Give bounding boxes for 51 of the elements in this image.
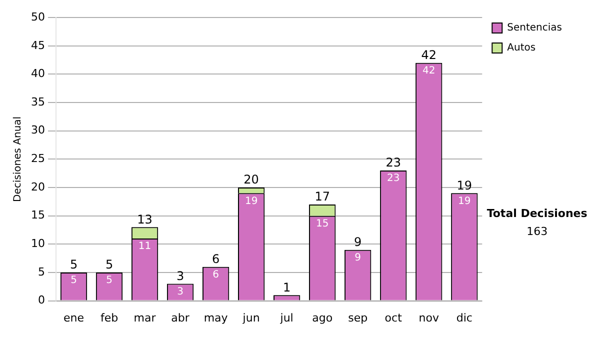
data-label: 19: [458, 196, 471, 207]
x-tick-label: feb: [100, 311, 118, 324]
x-tick-label: abr: [171, 311, 190, 324]
x-tick-label: nov: [418, 311, 440, 324]
data-label: 42: [422, 66, 436, 77]
x-tick-label: oct: [384, 311, 403, 324]
total-label: 20: [244, 172, 259, 187]
x-tick-label: ago: [312, 311, 333, 324]
data-label: 5: [106, 275, 112, 286]
legend-label: Autos: [507, 42, 536, 54]
data-label: 11: [138, 241, 152, 252]
x-tick-label: ene: [63, 311, 84, 324]
y-tick-label: 0: [38, 294, 45, 307]
data-label: 15: [316, 218, 329, 230]
y-tick-label: 5: [38, 265, 45, 278]
total-label: 9: [354, 234, 362, 249]
y-tick-label: 20: [30, 180, 45, 194]
data-label: 3: [177, 286, 184, 298]
x-tick-label: dic: [456, 311, 472, 324]
total-label: 3: [176, 268, 184, 283]
legend-label: Sentencias: [507, 22, 562, 34]
total-label: 13: [137, 212, 152, 226]
data-label: 9: [354, 252, 362, 264]
data-label: 5: [70, 275, 77, 286]
total-label: 5: [105, 258, 114, 272]
x-tick-label: jul: [279, 311, 294, 324]
data-label: 23: [386, 173, 400, 184]
data-label: 19: [244, 196, 258, 207]
text: Total Decisiones: [486, 207, 588, 220]
x-tick-label: mar: [134, 311, 156, 324]
total-label: 42: [421, 48, 437, 62]
y-tick-label: 45: [30, 38, 45, 52]
total-label: 1: [283, 280, 291, 294]
y-axis-title: Decisiones Anual: [12, 116, 24, 202]
x-tick-label: jun: [242, 311, 260, 324]
total-label: 5: [70, 258, 78, 272]
y-tick-label: 10: [30, 237, 45, 250]
total-label: 23: [386, 156, 401, 170]
y-tick-label: 25: [30, 152, 45, 166]
y-tick-label: 15: [30, 208, 45, 222]
total-label: 17: [314, 190, 330, 204]
y-tick-label: 40: [30, 67, 45, 80]
y-tick-label: 50: [30, 10, 45, 24]
x-tick-label: may: [204, 311, 228, 324]
data-label: 6: [212, 269, 219, 280]
y-tick-label: 35: [30, 95, 45, 108]
total-label: 6: [212, 252, 220, 266]
total-label: 19: [456, 178, 472, 192]
y-tick-label: 30: [30, 124, 45, 137]
text: 163: [526, 225, 548, 238]
x-tick-label: sep: [348, 311, 368, 324]
